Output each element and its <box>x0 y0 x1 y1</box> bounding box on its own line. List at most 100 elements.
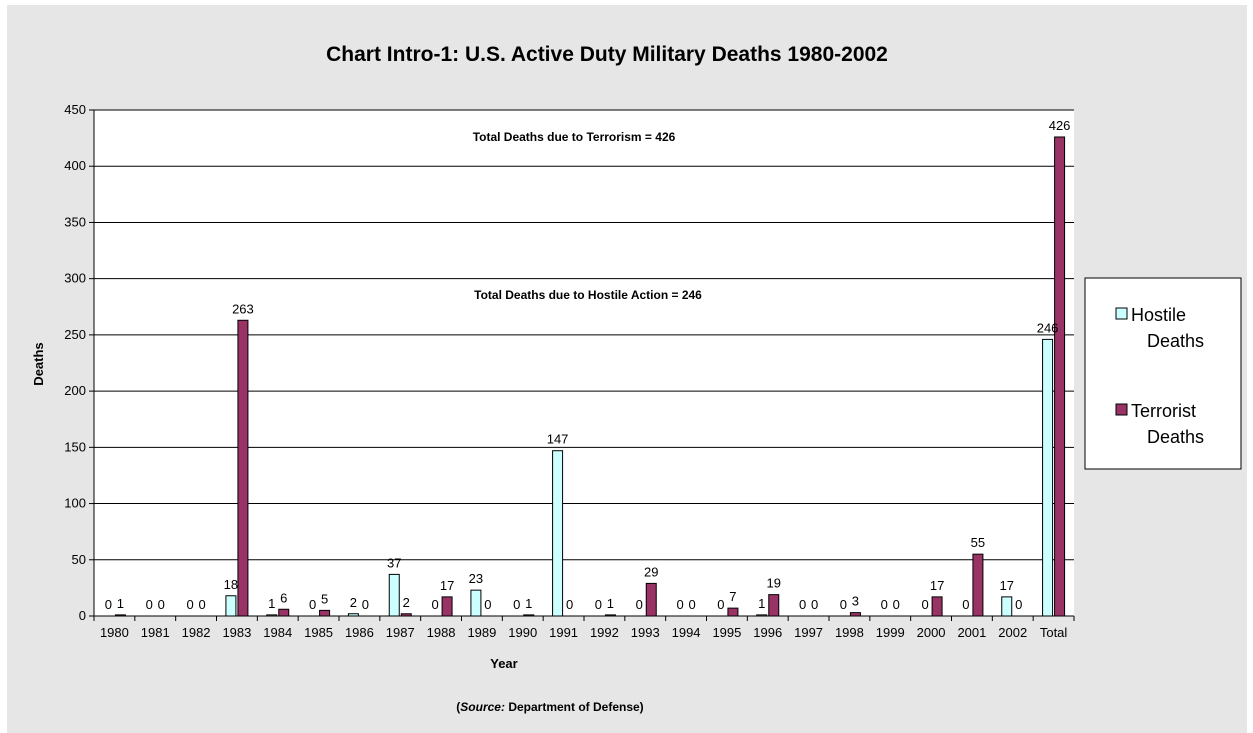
data-label-hostile: 0 <box>840 597 847 612</box>
data-label-hostile: 0 <box>799 597 806 612</box>
bar-hostile <box>1042 338 1054 617</box>
data-label-terrorist: 0 <box>811 597 818 612</box>
data-label-terrorist: 17 <box>930 578 944 593</box>
x-tick-label: 1991 <box>549 625 578 640</box>
source-note: (Source: Department of Defense) <box>456 700 643 714</box>
data-label-terrorist: 7 <box>729 589 736 604</box>
data-label-hostile: 0 <box>636 597 643 612</box>
x-tick-label: 1992 <box>590 625 619 640</box>
data-label-hostile: 0 <box>146 597 153 612</box>
data-label-hostile: 147 <box>547 432 569 447</box>
y-axis-title: Deaths <box>31 342 46 385</box>
legend: Hostile Deaths Terrorist Deaths <box>1084 277 1242 470</box>
data-label-terrorist: 0 <box>566 597 573 612</box>
y-tick-label: 300 <box>64 271 86 286</box>
legend-label-hostile-line2: Deaths <box>1147 331 1204 351</box>
data-label-terrorist: 0 <box>362 597 369 612</box>
gridlines <box>94 109 1074 561</box>
y-tick-label: 250 <box>64 327 86 342</box>
data-label-terrorist: 263 <box>232 301 254 316</box>
data-label-hostile: 37 <box>387 555 401 570</box>
y-tick-label: 50 <box>72 552 86 567</box>
data-label-hostile: 246 <box>1037 320 1059 335</box>
legend-swatch-hostile <box>1115 307 1128 320</box>
bar-hostile <box>470 589 482 617</box>
data-label-terrorist: 6 <box>280 590 287 605</box>
x-tick-label: Total <box>1040 625 1068 640</box>
legend-label-terrorist-line1: Terrorist <box>1131 401 1196 421</box>
legend-label-hostile-line1: Hostile <box>1131 305 1186 325</box>
data-label-hostile: 0 <box>595 597 602 612</box>
x-ticks-group: 1980 1981 1982 1983 1984 1985 1986 1987 1988 1989… <box>93 616 1075 640</box>
x-tick-label: 1993 <box>631 625 660 640</box>
legend-label-terrorist-line2: Deaths <box>1147 427 1204 447</box>
x-tick-label: 1984 <box>263 625 292 640</box>
data-label-hostile: 1 <box>758 596 765 611</box>
bar-terrorist <box>278 608 290 617</box>
x-tick-label: 1982 <box>182 625 211 640</box>
bar-terrorist <box>727 607 739 617</box>
y-tick-label: 100 <box>64 496 86 511</box>
data-label-terrorist: 2 <box>403 595 410 610</box>
data-label-terrorist: 0 <box>688 597 695 612</box>
x-tick-label: 1999 <box>876 625 905 640</box>
data-label-hostile: 0 <box>921 597 928 612</box>
data-label-terrorist: 17 <box>440 578 454 593</box>
chart-frame: Chart Intro-1: U.S. Active Duty Military… <box>7 5 1247 733</box>
x-tick-label: 2002 <box>998 625 1027 640</box>
source-label: Source: <box>460 700 505 714</box>
data-label-terrorist: 426 <box>1049 118 1071 133</box>
source-text: Department of Defense) <box>505 700 644 714</box>
y-ticks-group: 0 50 100 150 200 250 300 350 400 450 <box>64 102 94 623</box>
data-label-terrorist: 29 <box>644 564 658 579</box>
x-axis-title: Year <box>490 656 517 671</box>
data-label-terrorist: 3 <box>852 594 859 609</box>
data-label-hostile: 0 <box>431 597 438 612</box>
data-label-terrorist: 0 <box>158 597 165 612</box>
data-label-hostile: 0 <box>105 597 112 612</box>
annotation-terrorism: Total Deaths due to Terrorism = 426 <box>473 130 676 144</box>
y-tick-label: 200 <box>64 383 86 398</box>
data-label-terrorist: 1 <box>525 596 532 611</box>
x-tick-label: 1988 <box>427 625 456 640</box>
data-label-terrorist: 0 <box>1015 597 1022 612</box>
data-label-hostile: 1 <box>268 596 275 611</box>
chart-svg: Chart Intro-1: U.S. Active Duty Military… <box>31 43 1242 714</box>
data-label-hostile: 17 <box>1000 578 1014 593</box>
data-label-hostile: 2 <box>350 595 357 610</box>
bar-terrorist <box>768 594 780 617</box>
x-tick-label: 1985 <box>304 625 333 640</box>
y-tick-label: 350 <box>64 214 86 229</box>
source-prefix: ( <box>456 700 460 714</box>
data-label-terrorist: 19 <box>767 576 781 591</box>
y-tick-label: 400 <box>64 158 86 173</box>
x-tick-label: 1986 <box>345 625 374 640</box>
bar-hostile <box>1001 596 1013 617</box>
x-tick-label: 1996 <box>753 625 782 640</box>
x-tick-label: 1997 <box>794 625 823 640</box>
bar-terrorist <box>972 553 984 617</box>
data-label-hostile: 23 <box>469 571 483 586</box>
data-label-terrorist: 0 <box>893 597 900 612</box>
legend-box <box>1084 277 1242 470</box>
data-label-hostile: 0 <box>513 597 520 612</box>
x-tick-label: 2001 <box>957 625 986 640</box>
x-tick-label: 1994 <box>672 625 701 640</box>
chart-title: Chart Intro-1: U.S. Active Duty Military… <box>326 43 888 66</box>
x-tick-label: 1995 <box>712 625 741 640</box>
data-label-hostile: 0 <box>309 597 316 612</box>
x-tick-label: 1998 <box>835 625 864 640</box>
annotation-hostile: Total Deaths due to Hostile Action = 246 <box>474 288 702 302</box>
x-tick-label: 2000 <box>917 625 946 640</box>
x-tick-label: 1983 <box>222 625 251 640</box>
x-tick-label: 1990 <box>508 625 537 640</box>
x-tick-label: 1981 <box>141 625 170 640</box>
bar-terrorist <box>645 582 657 617</box>
bar-terrorist <box>1054 136 1066 617</box>
data-label-hostile: 18 <box>224 577 238 592</box>
data-label-terrorist: 0 <box>198 597 205 612</box>
data-label-hostile: 0 <box>881 597 888 612</box>
data-label-hostile: 0 <box>717 597 724 612</box>
plot-area <box>94 110 1074 616</box>
data-label-terrorist: 55 <box>971 535 985 550</box>
